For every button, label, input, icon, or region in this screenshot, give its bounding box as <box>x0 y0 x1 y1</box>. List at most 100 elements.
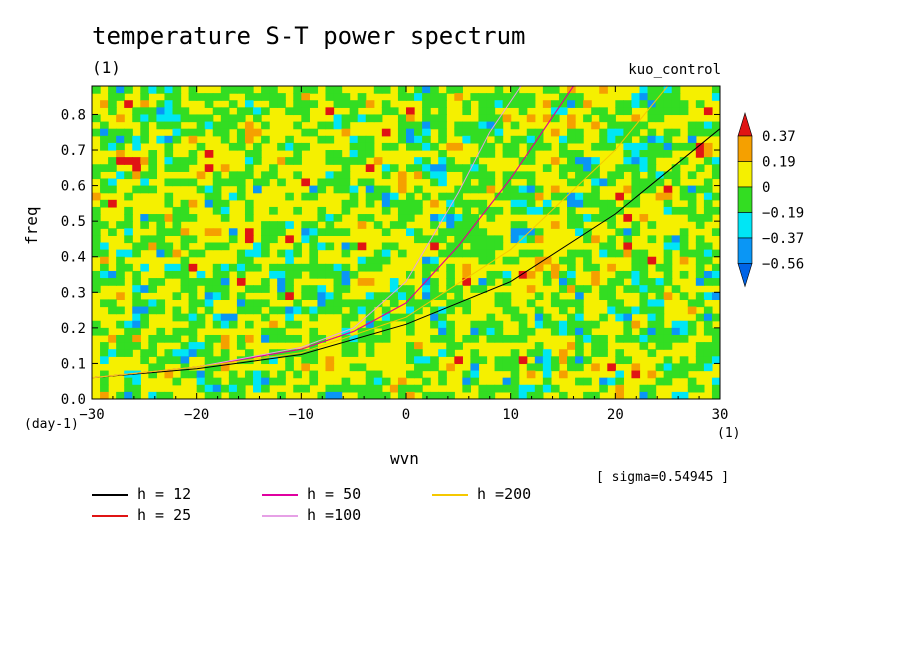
field-cell <box>607 214 616 222</box>
field-cell <box>518 235 528 244</box>
field-cell <box>204 356 214 365</box>
field-cell <box>567 221 576 229</box>
field-cell <box>510 206 520 215</box>
field-cell <box>567 114 576 123</box>
field-cell <box>357 150 367 158</box>
field-cell <box>132 114 141 123</box>
field-cell <box>188 342 198 350</box>
field-cell <box>599 114 608 123</box>
field-cell <box>454 249 463 258</box>
field-cell <box>204 342 214 350</box>
field-cell <box>108 135 117 144</box>
field-cell <box>406 142 415 151</box>
field-cell <box>253 306 262 315</box>
field-cell <box>687 299 697 308</box>
field-cell <box>550 86 560 94</box>
field-cell <box>422 256 431 265</box>
field-cell <box>454 228 463 236</box>
field-cell <box>124 86 133 94</box>
field-cell <box>341 171 351 180</box>
field-cell <box>486 100 496 108</box>
field-cell <box>583 157 592 165</box>
field-cell <box>180 242 190 251</box>
field-cell <box>140 185 149 194</box>
field-cell <box>591 349 600 357</box>
field-cell <box>575 135 584 144</box>
field-cell <box>148 242 158 251</box>
field-cell <box>558 93 568 101</box>
field-cell <box>510 256 520 265</box>
field-cell <box>422 377 431 386</box>
field-cell <box>647 135 657 144</box>
field-cell <box>639 121 649 130</box>
field-cell <box>542 270 552 279</box>
field-cell <box>687 171 697 180</box>
field-cell <box>591 278 600 286</box>
field-cell <box>100 370 109 379</box>
field-cell <box>639 100 649 108</box>
field-cell <box>188 114 198 123</box>
field-cell <box>558 356 568 365</box>
field-cell <box>695 270 705 279</box>
field-cell <box>647 93 657 101</box>
field-cell <box>711 313 720 322</box>
field-cell <box>687 135 697 144</box>
field-cell <box>438 370 447 379</box>
field-cell <box>567 93 576 101</box>
field-cell <box>422 285 431 293</box>
field-cell <box>293 86 302 94</box>
field-cell <box>132 164 141 172</box>
field-cell <box>124 192 133 201</box>
field-cell <box>220 206 230 215</box>
field-cell <box>534 228 544 236</box>
field-cell <box>615 164 624 172</box>
field-cell <box>164 242 174 251</box>
field-cell <box>253 299 262 308</box>
field-cell <box>172 270 182 279</box>
field-cell <box>639 135 649 144</box>
field-cell <box>180 278 190 286</box>
field-cell <box>293 263 302 272</box>
field-cell <box>172 263 182 272</box>
field-cell <box>502 292 512 301</box>
field-cell <box>357 306 367 315</box>
field-cell <box>293 334 302 343</box>
field-cell <box>438 327 447 336</box>
field-cell <box>494 93 504 101</box>
field-cell <box>204 185 214 194</box>
field-cell <box>188 93 198 101</box>
y-tick-label: 0.8 <box>61 107 86 123</box>
field-cell <box>414 121 423 130</box>
field-cell <box>583 320 592 329</box>
field-cell <box>687 206 697 215</box>
field-cell <box>116 320 125 329</box>
field-cell <box>212 93 222 101</box>
field-cell <box>422 292 431 301</box>
field-cell <box>381 164 391 172</box>
field-cell <box>389 384 399 393</box>
field-cell <box>486 206 496 215</box>
field-cell <box>180 214 190 222</box>
field-cell <box>108 349 117 357</box>
field-cell <box>116 278 125 286</box>
field-cell <box>623 185 633 194</box>
field-cell <box>172 221 182 229</box>
field-cell <box>470 128 480 137</box>
field-cell <box>711 206 720 215</box>
field-cell <box>156 278 166 286</box>
field-cell <box>172 306 182 315</box>
field-cell <box>180 370 190 379</box>
field-cell <box>236 142 246 151</box>
field-cell <box>623 327 633 336</box>
field-cell <box>164 178 174 187</box>
experiment-label: kuo_control <box>628 62 721 78</box>
field-cell <box>381 185 391 194</box>
field-cell <box>365 192 375 201</box>
field-cell <box>647 320 657 329</box>
field-cell <box>567 270 576 279</box>
field-cell <box>703 249 713 258</box>
field-cell <box>534 342 544 350</box>
field-cell <box>550 270 560 279</box>
field-cell <box>462 334 472 343</box>
field-cell <box>365 320 375 329</box>
